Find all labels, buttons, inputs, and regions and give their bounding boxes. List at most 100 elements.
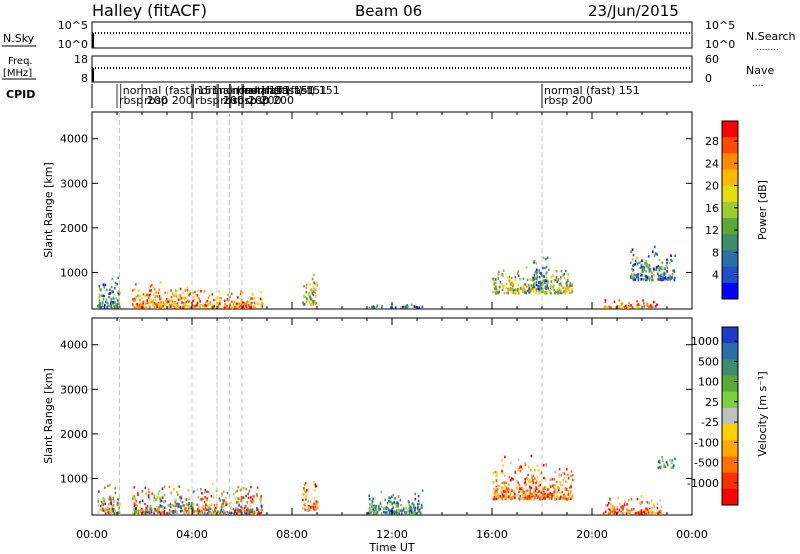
echo-cell <box>404 512 407 515</box>
echo-cell <box>559 491 561 495</box>
echo-cell <box>532 490 535 494</box>
cpid-mode-label: rbsp 200 <box>245 94 294 107</box>
echo-cell <box>248 509 250 512</box>
echo-cell <box>610 512 613 515</box>
echo-cell <box>216 301 218 305</box>
echo-cell <box>404 510 407 514</box>
echo-cell <box>220 507 223 510</box>
echo-cell <box>492 487 495 491</box>
echo-cell <box>411 502 414 505</box>
echo-cell <box>520 465 523 469</box>
echo-cell <box>163 512 166 515</box>
echo-cell <box>159 504 162 507</box>
echo-cell <box>236 508 238 511</box>
colorbar-tick-label: -100 <box>694 436 719 449</box>
echo-cell <box>558 475 560 478</box>
echo-cell <box>505 494 508 497</box>
colorbar-swatch <box>722 375 738 393</box>
echo-cell <box>192 503 195 506</box>
power-ylabel: Slant Range [km] <box>42 162 55 258</box>
echo-cell <box>184 296 187 299</box>
echo-cell <box>410 507 412 510</box>
echo-cell <box>536 496 539 499</box>
echo-cell <box>616 512 619 515</box>
echo-cell <box>314 302 317 306</box>
echo-cell <box>203 290 206 293</box>
echo-cell <box>374 506 377 510</box>
echo-cell <box>640 278 642 281</box>
echo-cell <box>196 294 199 297</box>
echo-cell <box>200 498 202 501</box>
echo-cell <box>656 253 658 256</box>
echo-cell <box>237 296 239 299</box>
echo-cell <box>237 512 240 515</box>
echo-cell <box>552 486 555 490</box>
echo-cell <box>504 487 507 490</box>
echo-cell <box>611 505 614 508</box>
echo-cell <box>622 306 625 309</box>
echo-cell <box>100 294 103 298</box>
echo-cell <box>111 507 114 511</box>
echo-cell <box>659 274 662 277</box>
echo-cell <box>209 294 211 297</box>
echo-cell <box>514 496 516 499</box>
echo-cell <box>384 511 387 514</box>
echo-cell <box>514 494 516 497</box>
echo-cell <box>417 508 419 512</box>
echo-cell <box>176 302 179 305</box>
echo-cell <box>152 293 155 296</box>
echo-cell <box>311 289 313 293</box>
echo-cell <box>385 507 387 510</box>
echo-cell <box>240 497 243 501</box>
echo-cell <box>257 512 259 515</box>
echo-cell <box>144 294 147 298</box>
echo-cell <box>551 478 554 481</box>
echo-cell <box>564 495 566 498</box>
echo-cell <box>210 495 213 498</box>
echo-cell <box>176 511 178 514</box>
echo-cell <box>554 488 557 492</box>
echo-cell <box>546 256 549 259</box>
echo-cell <box>307 487 309 491</box>
echo-cell <box>118 510 121 514</box>
echo-cell <box>250 501 252 504</box>
echo-cell <box>102 507 104 510</box>
echo-cell <box>303 483 306 487</box>
echo-cell <box>537 292 540 295</box>
echo-cell <box>643 305 645 308</box>
echo-cell <box>309 298 312 301</box>
echo-cell <box>151 492 153 495</box>
echo-cell <box>555 289 557 292</box>
echo-cell <box>303 295 305 298</box>
echo-cell <box>636 256 638 260</box>
echo-cell <box>144 302 147 306</box>
echo-cell <box>184 289 186 292</box>
echo-cell <box>650 499 653 502</box>
cpid-mode-label: normal (fast) 151 <box>123 84 219 97</box>
echo-cell <box>646 265 648 268</box>
echo-cell <box>639 512 642 515</box>
echo-cell <box>509 496 511 500</box>
echo-cell <box>106 511 109 514</box>
echo-cell <box>516 289 519 292</box>
echo-cell <box>637 273 639 276</box>
echo-cell <box>495 287 497 290</box>
echo-cell <box>240 512 242 515</box>
echo-cell <box>393 501 395 504</box>
echo-cell <box>182 504 184 507</box>
echo-cell <box>571 288 573 291</box>
echo-cell <box>658 269 661 272</box>
echo-cell <box>664 267 666 270</box>
echo-cell <box>157 291 160 295</box>
echo-cell <box>245 306 248 309</box>
echo-cell <box>213 305 215 308</box>
echo-cell <box>188 511 190 514</box>
echo-cell <box>198 297 200 300</box>
echo-cell <box>544 291 547 294</box>
echo-cell <box>497 272 500 276</box>
echo-cell <box>499 281 502 284</box>
echo-cell <box>246 304 249 307</box>
echo-cell <box>304 482 307 485</box>
echo-cell <box>560 282 562 285</box>
echo-cell <box>494 290 496 294</box>
